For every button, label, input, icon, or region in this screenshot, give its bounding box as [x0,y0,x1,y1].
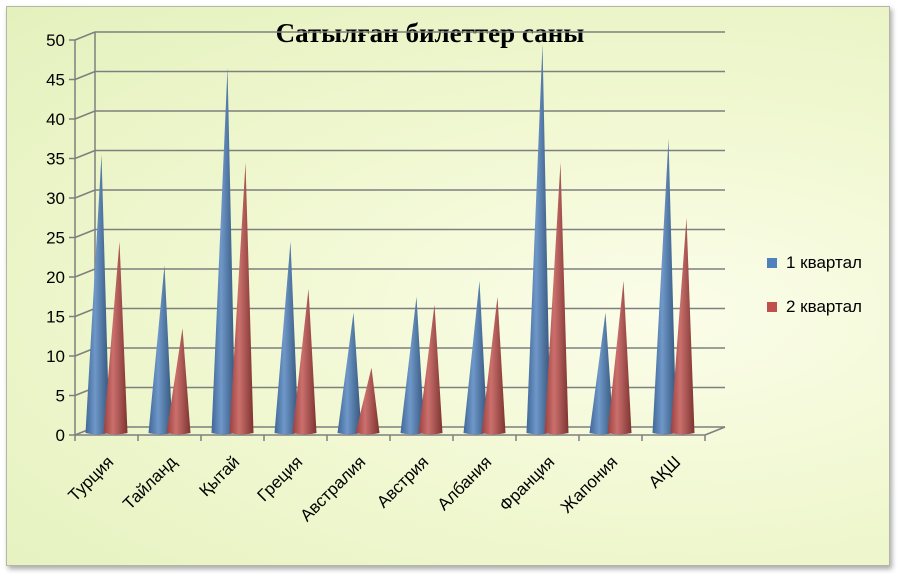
cone-bar [103,241,128,435]
x-tick-label: Жапония [557,452,621,516]
legend-label-series-1: 1 квартал [786,253,862,272]
legend-swatch-series-1 [767,258,777,268]
y-tick-label: 50 [46,31,65,50]
gridline-depth [74,189,96,199]
cone-bar [85,154,110,435]
cone-bar [589,312,614,435]
cone-bar [670,217,695,435]
x-tick-label: Австрия [373,452,432,511]
y-tick-label: 5 [56,387,65,406]
cone-bar [229,162,254,435]
cone-bar [652,138,677,435]
y-tick-label: 15 [46,308,65,327]
legend-item-series-1: 1 квартал [767,252,862,274]
legend-item-series-2: 2 квартал [767,296,862,318]
x-tick-label: Албания [434,452,496,514]
cone-bar [337,312,362,435]
chart-title: Сатылған билеттер саны [275,18,585,48]
y-tick-label: 0 [56,426,65,445]
cone-bar [418,304,443,435]
cone-bar [463,280,488,435]
y-tick-label: 25 [46,229,65,248]
legend-label-series-2: 2 квартал [786,297,862,316]
cone-bar [355,367,380,435]
legend: 1 квартал 2 квартал [767,252,862,340]
gridline-depth [74,228,96,239]
cone-bar [544,162,569,435]
cone-bar [211,67,236,435]
x-tick-label: Греция [254,452,307,505]
floor-edge [704,426,726,436]
y-tick-label: 10 [46,347,65,366]
x-tick-label: Тайланд [119,452,180,513]
y-tick-label: 35 [46,150,65,169]
cone-bar [148,265,173,435]
y-tick-label: 40 [46,110,65,129]
cone-bar [526,43,551,435]
cone-bar [481,296,506,435]
x-tick-label: Турция [65,452,118,505]
y-tick-label: 45 [46,71,65,90]
gridline-depth [74,110,96,120]
gridline-depth [74,307,96,318]
x-tick-label: Қытай [195,452,243,500]
legend-swatch-series-2 [767,302,777,312]
cone-bar [166,328,191,435]
gridline-depth [74,31,96,41]
cone-bar [400,296,425,435]
x-tick-label: Австралия [296,452,369,525]
cone-bar [607,280,632,435]
x-tick-label: Франция [496,452,559,515]
chart-area [6,6,890,566]
y-tick-label: 30 [46,189,65,208]
y-tick-label: 20 [46,268,65,287]
cone-bar [292,288,317,435]
gridline-depth [74,268,96,278]
gridline-depth [74,149,96,160]
cone-bar [274,241,299,435]
gridline-depth [74,70,96,81]
x-tick-label: АҚШ [645,452,684,491]
